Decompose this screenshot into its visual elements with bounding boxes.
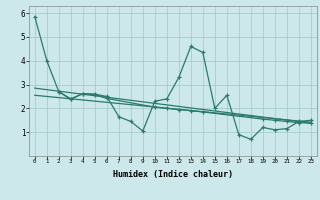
X-axis label: Humidex (Indice chaleur): Humidex (Indice chaleur) bbox=[113, 170, 233, 179]
